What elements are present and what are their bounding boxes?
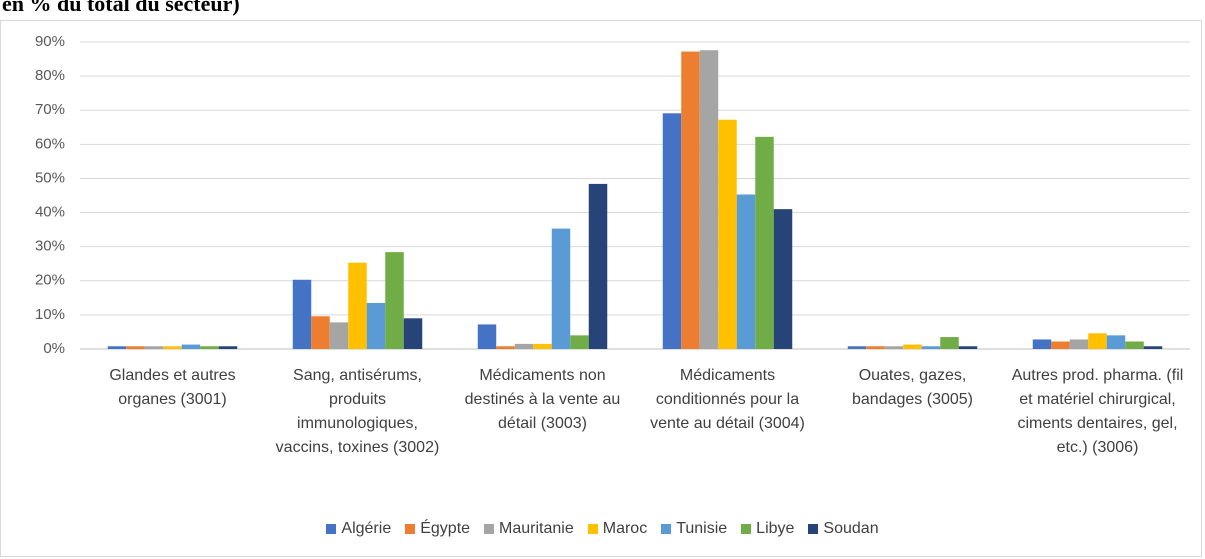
bar (736, 194, 756, 349)
bar (847, 346, 867, 349)
bar (403, 318, 423, 349)
bar (385, 252, 404, 349)
bar (681, 51, 700, 349)
legend-entry: Tunisie (661, 520, 727, 538)
bar (1125, 341, 1144, 349)
bar (588, 183, 608, 349)
bar (551, 228, 571, 349)
bar (755, 136, 774, 349)
bar (311, 316, 330, 349)
bar (773, 209, 793, 349)
legend-swatch (587, 524, 598, 534)
legend-label: Égypte (420, 520, 471, 537)
bar (699, 50, 719, 349)
legend-swatch (484, 524, 495, 534)
bar (514, 343, 534, 349)
legend-swatch (741, 524, 752, 534)
legend-label: Mauritanie (499, 520, 574, 537)
y-tick-label: 10% (35, 306, 65, 323)
bar (570, 335, 589, 349)
legend-swatch (326, 524, 337, 534)
legend-entry: Soudan (808, 520, 879, 538)
bar (1032, 339, 1052, 349)
x-tick-label: Sang, antisérums, produits immunologique… (275, 367, 440, 456)
legend-entry: Mauritanie (484, 520, 574, 538)
bar (144, 346, 164, 349)
legend-entry: Libye (741, 520, 794, 538)
y-tick-label: 20% (35, 272, 65, 289)
bar (884, 346, 904, 349)
x-tick-label: Ouates, gazes, bandages (3005) (852, 367, 973, 408)
bar (348, 262, 367, 349)
legend-entry: Algérie (326, 520, 391, 538)
y-tick-label: 90% (35, 33, 65, 50)
legend: Algérie Égypte Mauritanie Maroc Tunisie Libye… (0, 520, 1205, 538)
bar (200, 346, 219, 349)
y-tick-label: 30% (35, 238, 65, 255)
bar (921, 346, 941, 349)
bar (477, 324, 497, 349)
y-tick-label: 70% (35, 101, 65, 118)
bar (662, 113, 682, 349)
bar (940, 337, 959, 349)
y-tick-label: 50% (35, 169, 65, 186)
bar (218, 346, 238, 349)
bar (1088, 333, 1107, 349)
bar (1051, 341, 1070, 349)
legend-label: Tunisie (676, 520, 728, 537)
legend-entry: Maroc (587, 520, 648, 538)
bar (181, 344, 201, 349)
bar (1106, 335, 1126, 349)
bar (903, 344, 922, 349)
x-tick-label: Médicaments non destinés à la vente au d… (464, 367, 621, 432)
bar (163, 346, 182, 349)
y-tick-label: 40% (35, 204, 65, 221)
bar (126, 346, 145, 349)
bar (366, 302, 386, 349)
bar (107, 346, 127, 349)
legend-swatch (661, 524, 672, 534)
bar (718, 119, 737, 349)
bar (496, 346, 515, 349)
y-tick-label: 80% (35, 67, 65, 84)
legend-swatch (405, 524, 416, 534)
bar (292, 279, 312, 349)
legend-label: Soudan (823, 520, 879, 537)
chart-title: en % du total du secteur) (2, 0, 240, 16)
bar (866, 346, 885, 349)
legend-entry: Égypte (405, 520, 470, 538)
y-tick-label: 60% (35, 135, 65, 152)
legend-label: Algérie (341, 520, 392, 537)
bar (958, 346, 978, 349)
x-tick-label: Médicaments conditionnés pour la vente a… (650, 367, 805, 432)
bar (533, 343, 552, 349)
y-tick-label: 0% (43, 340, 65, 357)
legend-label: Maroc (602, 520, 648, 537)
bar (329, 322, 349, 349)
x-tick-label: Autres prod. pharma. (fil et matériel ch… (1011, 367, 1184, 456)
legend-swatch (808, 524, 819, 534)
x-tick-label: Glandes et autres organes (3001) (109, 367, 236, 408)
bar (1069, 339, 1089, 349)
legend-label: Libye (756, 520, 795, 537)
chart-frame (0, 20, 1202, 557)
bar (1143, 346, 1163, 349)
